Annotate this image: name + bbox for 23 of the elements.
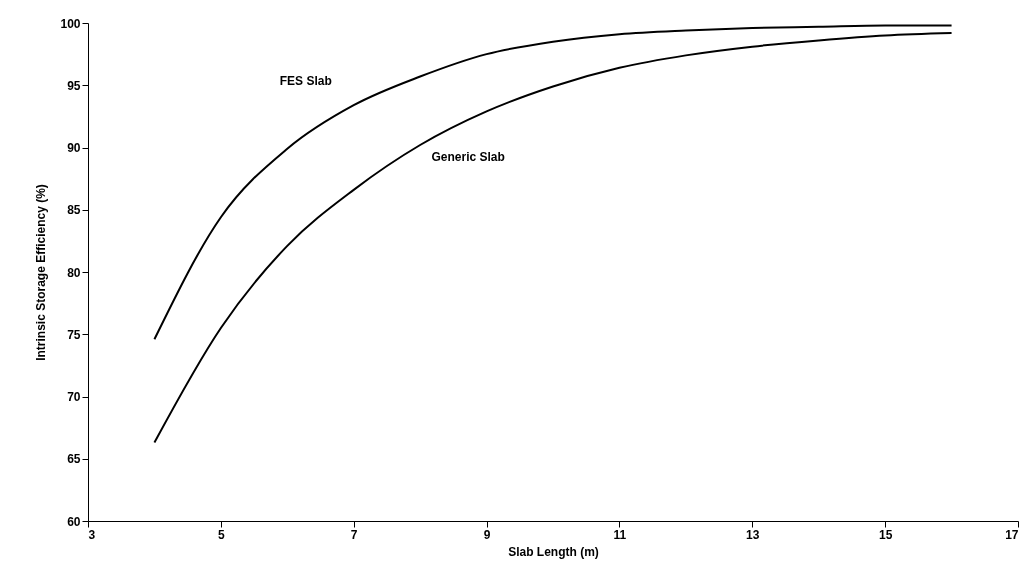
y-tick-label: 65 <box>67 452 81 467</box>
y-tick-label: 95 <box>67 78 81 93</box>
x-tick-label: 3 <box>88 527 96 542</box>
y-axis-title: Intrinsic Storage Efficiency (%) <box>34 184 49 361</box>
x-tick-label: 15 <box>878 527 893 542</box>
series-label: Generic Slab <box>431 150 505 165</box>
y-tick-label: 70 <box>67 390 81 404</box>
y-tick-label: 90 <box>67 141 81 155</box>
line-series <box>153 24 953 341</box>
y-tick-label: 75 <box>67 327 81 342</box>
y-tick-label: 85 <box>67 203 81 218</box>
x-tick-label: 5 <box>218 527 226 542</box>
x-tick-label: 7 <box>350 527 358 542</box>
x-axis-title: Slab Length (m) <box>508 544 599 559</box>
line-series <box>153 31 953 444</box>
y-tick-label: 60 <box>67 514 81 529</box>
x-tick-label: 17 <box>1005 527 1019 542</box>
x-tick-label: 13 <box>746 527 760 542</box>
x-tick-label: 11 <box>613 527 627 542</box>
x-tick-label: 9 <box>483 527 491 542</box>
y-tick-label: 100 <box>60 16 81 31</box>
y-tick-label: 80 <box>67 265 81 280</box>
text: FES Slab <box>279 74 332 89</box>
